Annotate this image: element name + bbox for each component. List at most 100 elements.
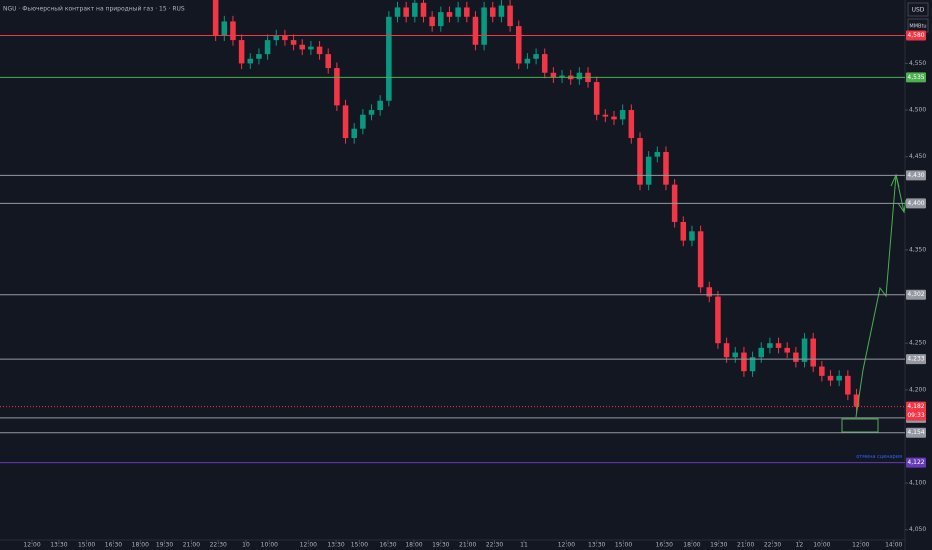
candle-body (819, 366, 825, 376)
candle-body (412, 2, 418, 17)
level-badge (906, 170, 926, 181)
x-tick-label: 18:00 (683, 542, 700, 549)
x-tick-label: 22:30 (764, 542, 781, 549)
level-badge (906, 198, 926, 209)
x-tick-label: 10:00 (813, 542, 830, 549)
candle-body (793, 352, 799, 362)
candle-body (654, 152, 661, 157)
candle-body (680, 221, 687, 241)
candle-body (247, 58, 254, 64)
candle-body (446, 12, 453, 17)
candle-body (455, 7, 461, 17)
candle-body (853, 394, 860, 407)
candle-body (342, 105, 349, 139)
x-tick-label: 19:30 (156, 542, 173, 549)
y-tick-label: 4,250 (909, 340, 926, 347)
x-tick-label: 12 (796, 542, 804, 549)
candle-body (758, 347, 765, 358)
x-tick-label: 18:00 (405, 542, 422, 549)
x-tick-label: 21:00 (737, 542, 754, 549)
candle-body (741, 352, 747, 372)
candle-body (697, 231, 704, 288)
candle-body (489, 7, 496, 17)
x-tick-label: 15:00 (351, 542, 368, 549)
candle-body (230, 21, 236, 41)
x-tick-label: 13:30 (588, 542, 605, 549)
currency-box (907, 2, 929, 17)
unit: MMBtu (909, 24, 926, 30)
x-tick-label: 12:00 (23, 542, 40, 549)
level-badge (906, 457, 926, 468)
candle-body (368, 110, 375, 115)
candle-body (256, 54, 262, 59)
candle-body (524, 58, 531, 64)
candle-body (386, 16, 392, 101)
x-tick-label: 10:00 (261, 542, 278, 549)
x-tick-label: 16:30 (105, 542, 122, 549)
candle-body (420, 2, 427, 17)
candle-body (645, 156, 652, 185)
candle-body (628, 110, 635, 139)
x-tick-label: 19:30 (432, 542, 449, 549)
y-tick-label: 4,350 (909, 246, 926, 253)
candle-body (221, 21, 228, 36)
candle-body (689, 231, 695, 241)
candle-body (836, 375, 842, 381)
candle-body (438, 12, 444, 27)
level-label: 4,154 (907, 429, 924, 436)
annotation: отмена сценария (856, 454, 902, 460)
x-tick-label: 21:00 (183, 542, 200, 549)
candle-body (403, 7, 409, 17)
candle-body (299, 44, 306, 50)
candle-body (602, 114, 609, 117)
x-tick-label: 15:00 (78, 542, 95, 549)
candle-body (212, 0, 219, 36)
candle-body (749, 357, 756, 372)
candle-body (637, 138, 643, 185)
candle-body (238, 40, 245, 64)
x-tick-label: 16:30 (656, 542, 673, 549)
level-label: 4,535 (907, 74, 924, 81)
candle-body (377, 100, 383, 111)
candle-body (723, 343, 730, 358)
candle-body (533, 54, 539, 59)
candle-body (775, 343, 782, 348)
candle-body (559, 75, 565, 78)
x-tick-label: 12:00 (852, 542, 869, 549)
candle-body (827, 375, 834, 381)
x-tick-label: 22:30 (486, 542, 503, 549)
x-tick-label: 13:30 (50, 542, 67, 549)
level-label: 4,302 (907, 291, 924, 298)
candle-body (619, 110, 626, 120)
candle-body (472, 16, 479, 45)
candle-body (715, 296, 721, 344)
candle-body (611, 116, 617, 120)
current-price-timer: 09:33 (907, 412, 924, 419)
x-tick-label: 18:00 (132, 542, 149, 549)
candle-body (706, 287, 713, 297)
chart-title: NGU · Фьючерсный контракт на природный г… (3, 6, 185, 13)
candle-body (810, 338, 816, 367)
candle-body (498, 5, 505, 17)
candle-body (593, 82, 600, 115)
candle-body (429, 16, 435, 27)
x-tick-label: 21:00 (459, 542, 476, 549)
level-badge (906, 427, 926, 438)
candle-body (515, 26, 522, 64)
y-tick-label: 4,050 (909, 526, 926, 533)
currency: USD (912, 7, 925, 14)
candle-body (784, 347, 790, 353)
x-tick-label: 14:00 (885, 542, 902, 549)
candle-body (481, 7, 487, 45)
x-tick-label: 16:30 (379, 542, 396, 549)
level-label: 4,122 (907, 459, 924, 466)
x-tick-label: 13:30 (327, 542, 344, 549)
level-badge (906, 72, 926, 83)
level-label: 4,430 (907, 172, 924, 179)
candle-body (541, 54, 548, 73)
candle-body (801, 338, 808, 362)
x-tick-label: 11 (520, 542, 528, 549)
y-tick-label: 4,500 (909, 107, 926, 114)
